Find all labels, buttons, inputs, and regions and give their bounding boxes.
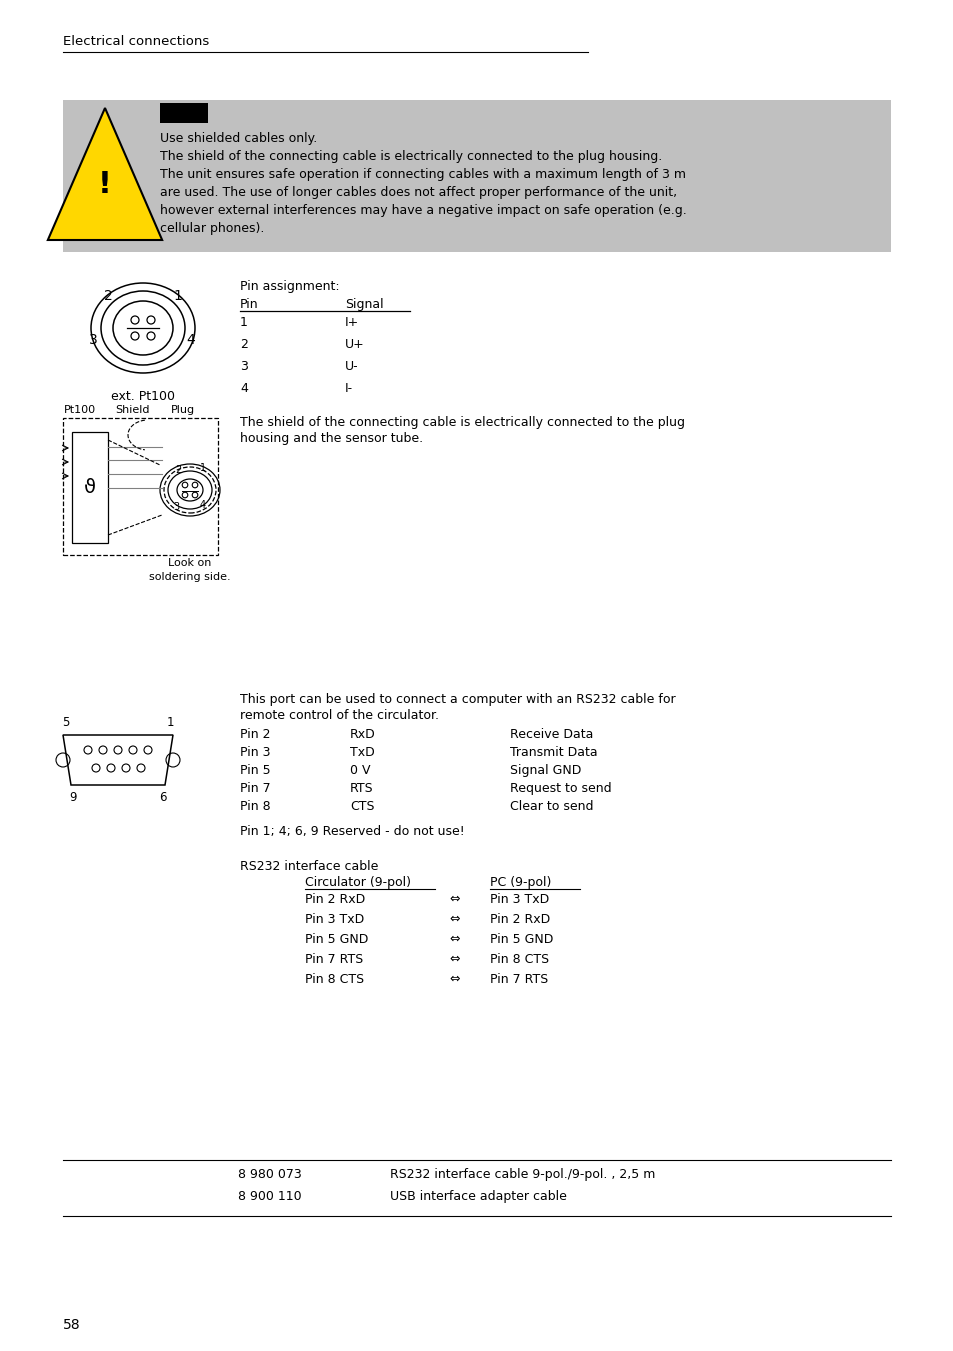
Text: RTS: RTS [350,782,374,794]
Text: 8 900 110: 8 900 110 [237,1190,301,1202]
Text: 8 980 073: 8 980 073 [237,1169,301,1181]
Text: are used. The use of longer cables does not affect proper performance of the uni: are used. The use of longer cables does … [160,186,677,199]
Text: RS232 interface cable: RS232 interface cable [240,861,378,873]
Text: Pin 3 TxD: Pin 3 TxD [305,913,364,925]
Text: PC (9-pol): PC (9-pol) [490,875,551,889]
Text: Pin 8 CTS: Pin 8 CTS [490,952,549,966]
Text: 3: 3 [89,332,97,347]
Text: 9: 9 [70,790,76,804]
Text: 3: 3 [172,503,179,512]
Bar [63,417,218,555]
Text: Pin 5 GND: Pin 5 GND [305,934,368,946]
Text: Plug: Plug [171,405,194,415]
Text: Pin 7 RTS: Pin 7 RTS [305,952,363,966]
Text: Pt100: Pt100 [64,405,96,415]
Text: 4: 4 [187,332,195,347]
Text: 58: 58 [63,1319,81,1332]
Text: ext. Pt100: ext. Pt100 [111,390,174,403]
Text: !: ! [98,170,112,199]
Text: 1: 1 [173,289,182,303]
Text: 0 V: 0 V [350,765,370,777]
Text: Pin: Pin [240,299,258,311]
Text: Signal: Signal [345,299,383,311]
Text: The shield of the connecting cable is electrically connected to the plug housing: The shield of the connecting cable is el… [160,150,661,163]
Text: Electrical connections: Electrical connections [63,35,209,49]
Text: RxD: RxD [350,728,375,740]
Text: ⇔: ⇔ [449,913,459,925]
Text: soldering side.: soldering side. [149,571,231,582]
Text: Pin 5 GND: Pin 5 GND [490,934,553,946]
Text: Pin 5: Pin 5 [240,765,271,777]
Text: 5: 5 [62,716,70,730]
Text: ϑ: ϑ [84,478,96,497]
Text: Pin 3: Pin 3 [240,746,271,759]
Bar [160,103,208,123]
Text: Request to send: Request to send [510,782,611,794]
Bar [63,100,890,253]
Text: Pin 8 CTS: Pin 8 CTS [305,973,364,986]
Text: TxD: TxD [350,746,375,759]
Text: Shield: Shield [115,405,150,415]
Text: Circulator (9-pol): Circulator (9-pol) [305,875,411,889]
Text: ⇔: ⇔ [449,952,459,966]
Text: housing and the sensor tube.: housing and the sensor tube. [240,432,423,444]
Text: U-: U- [345,359,358,373]
Text: Pin 3 TxD: Pin 3 TxD [490,893,549,907]
Text: Pin 7: Pin 7 [240,782,271,794]
Text: Pin 7 RTS: Pin 7 RTS [490,973,548,986]
Text: CTS: CTS [350,800,375,813]
Text: I+: I+ [345,316,359,330]
Text: 2: 2 [174,465,181,476]
Text: Signal GND: Signal GND [510,765,580,777]
Text: ⇔: ⇔ [449,973,459,986]
Text: RS232 interface cable 9-pol./9-pol. , 2,5 m: RS232 interface cable 9-pol./9-pol. , 2,… [390,1169,655,1181]
Text: Look on: Look on [168,558,212,567]
Text: Clear to send: Clear to send [510,800,593,813]
Text: 2: 2 [104,289,112,303]
Text: ⇔: ⇔ [449,934,459,946]
Text: 4: 4 [240,382,248,394]
Text: The shield of the connecting cable is electrically connected to the plug: The shield of the connecting cable is el… [240,416,684,430]
Text: 2: 2 [240,338,248,351]
Text: Transmit Data: Transmit Data [510,746,597,759]
Text: Pin 2: Pin 2 [240,728,271,740]
Text: U+: U+ [345,338,364,351]
Text: Use shielded cables only.: Use shielded cables only. [160,132,317,145]
Text: The unit ensures safe operation if connecting cables with a maximum length of 3 : The unit ensures safe operation if conne… [160,168,685,181]
Bar [71,432,108,543]
Text: remote control of the circulator.: remote control of the circulator. [240,709,438,721]
Polygon shape [48,108,162,240]
Text: 1: 1 [200,463,206,473]
Text: Pin 8: Pin 8 [240,800,271,813]
Text: cellular phones).: cellular phones). [160,222,264,235]
Text: 1: 1 [240,316,248,330]
Text: Pin 1; 4; 6, 9 Reserved - do not use!: Pin 1; 4; 6, 9 Reserved - do not use! [240,825,464,838]
Text: 6: 6 [159,790,167,804]
Text: 3: 3 [240,359,248,373]
Text: This port can be used to connect a computer with an RS232 cable for: This port can be used to connect a compu… [240,693,675,707]
Text: Receive Data: Receive Data [510,728,593,740]
Text: 4: 4 [200,500,206,509]
Text: USB interface adapter cable: USB interface adapter cable [390,1190,566,1202]
Text: ⇔: ⇔ [449,893,459,907]
Text: Pin 2 RxD: Pin 2 RxD [305,893,365,907]
Text: Pin 2 RxD: Pin 2 RxD [490,913,550,925]
Text: Pin assignment:: Pin assignment: [240,280,339,293]
Text: I-: I- [345,382,353,394]
Text: however external interferences may have a negative impact on safe operation (e.g: however external interferences may have … [160,204,686,218]
Text: 1: 1 [166,716,173,730]
